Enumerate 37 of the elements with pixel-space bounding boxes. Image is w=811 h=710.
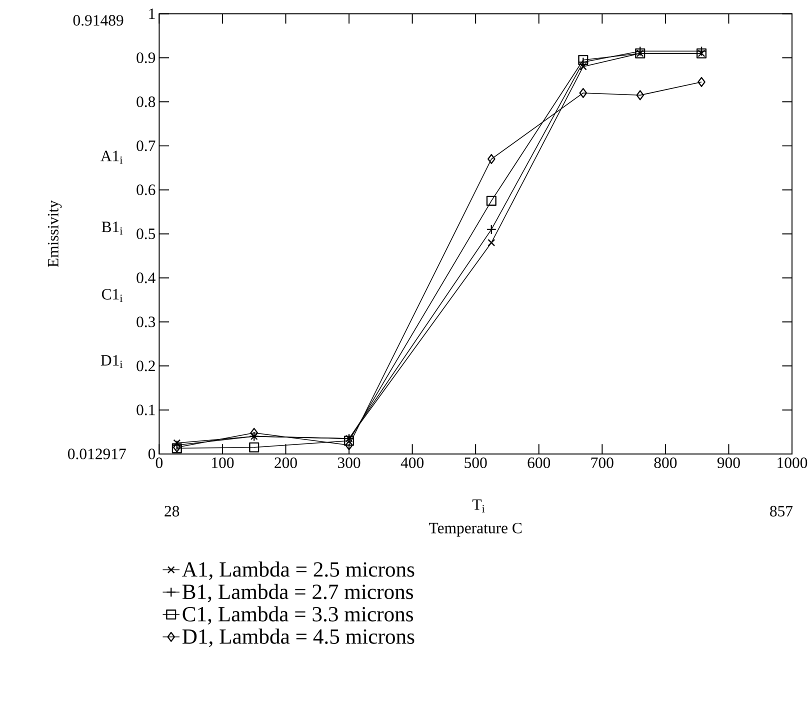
y-tick-label: 0.8 [136,96,156,107]
x-tick-label: 300 [338,457,360,468]
text: B1$_{i}$ [102,221,123,234]
x-tick-label: 400 [400,457,424,468]
y-tick-label: 0.5 [136,228,156,239]
text: T$_{i}$ [472,499,485,512]
legend-label: B1, Lambda = 2.7 microns [182,584,414,602]
y-tick-label: 0.6 [136,184,156,195]
y-tick-label: 0.2 [136,360,155,372]
y-tick-label: 0.1 [136,404,155,416]
x-tick-label: 100 [212,457,234,468]
text: A1$_{i}$ [100,150,123,164]
legend-label: A1, Lambda = 2.5 microns [182,561,414,580]
y-tick-label: 0.4 [136,272,156,283]
text: 857 [770,506,793,516]
x-tick-label: 500 [464,457,487,468]
text: 28 [164,506,180,516]
y-tick-label: 0 [148,448,156,460]
x-tick-label: 600 [528,457,550,468]
x-tick-label: 200 [274,457,297,468]
text: 0.91489 [73,14,124,26]
y-tick-label: 0.7 [136,140,156,151]
y-axis-title: Emissivity [48,200,62,267]
x-axis-title: Temperature C [429,522,522,536]
y-tick-label: 0.9 [136,52,156,63]
text: D1$_{i}$ [100,354,123,368]
x-tick-label: 800 [654,457,677,468]
y-tick-label: 0.3 [136,316,156,328]
text: C1$_{i}$ [102,288,123,302]
x-tick-label: 1000 [778,457,808,468]
text: 0.012917 [68,448,126,460]
x-tick-label: 0 [156,457,163,468]
y-tick-label: 1 [149,8,155,19]
x-tick-label: 900 [717,457,740,468]
x-tick-label: 700 [591,457,614,468]
legend-label: C1, Lambda = 3.3 microns [182,606,414,624]
legend-label: D1, Lambda = 4.5 microns [182,628,414,647]
